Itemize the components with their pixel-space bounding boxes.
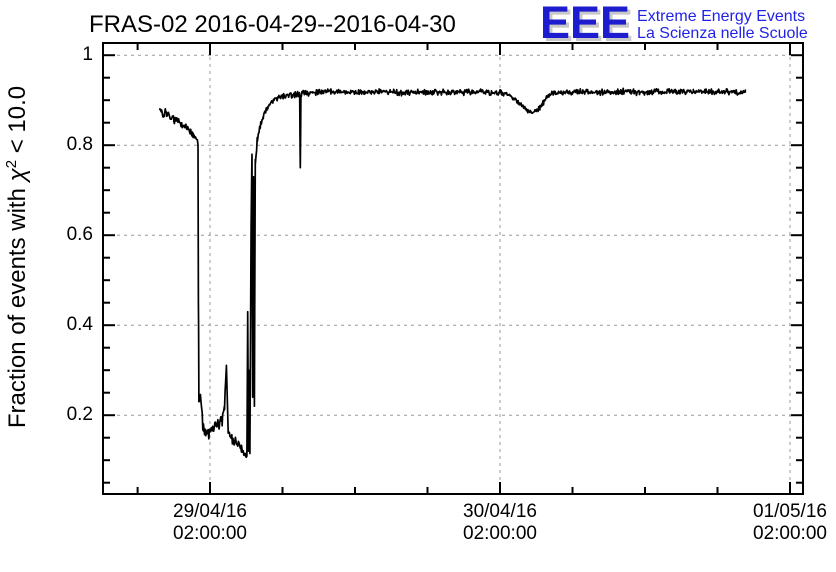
x-tick-label: 01/05/16 02:00:00 (725, 501, 836, 545)
x-tick-label-time: 02:00:00 (173, 523, 247, 544)
x-tick-label: 29/04/16 02:00:00 (145, 501, 275, 545)
eee-logo-acronym: EEE (540, 0, 631, 48)
plot-frame (102, 42, 804, 495)
x-tick-label: 30/04/16 02:00:00 (435, 501, 565, 545)
x-tick-label-date: 30/04/16 (463, 501, 537, 522)
y-tick-label: 0.8 (66, 134, 93, 155)
y-tick-label: 0.2 (66, 404, 93, 425)
eee-logo-line2: La Scienza nelle Scuole (637, 25, 808, 42)
eee-logo-line1: Extreme Energy Events (637, 8, 806, 25)
eee-logo: EEE Extreme Energy Events La Scienza nel… (540, 0, 808, 48)
y-tick-label: 0.4 (66, 314, 93, 335)
x-tick-label-time: 02:00:00 (753, 523, 827, 544)
y-tick-label: 1 (82, 44, 93, 65)
x-tick-label-time: 02:00:00 (463, 523, 537, 544)
eee-logo-text: Extreme Energy Events La Scienza nelle S… (637, 8, 808, 42)
chart-title: FRAS-02 2016-04-29--2016-04-30 (89, 11, 456, 38)
x-tick-label-date: 01/05/16 (753, 501, 827, 522)
x-tick-label-date: 29/04/16 (173, 501, 247, 522)
y-tick-label: 0.6 (66, 224, 93, 245)
data-series-line (159, 87, 747, 459)
